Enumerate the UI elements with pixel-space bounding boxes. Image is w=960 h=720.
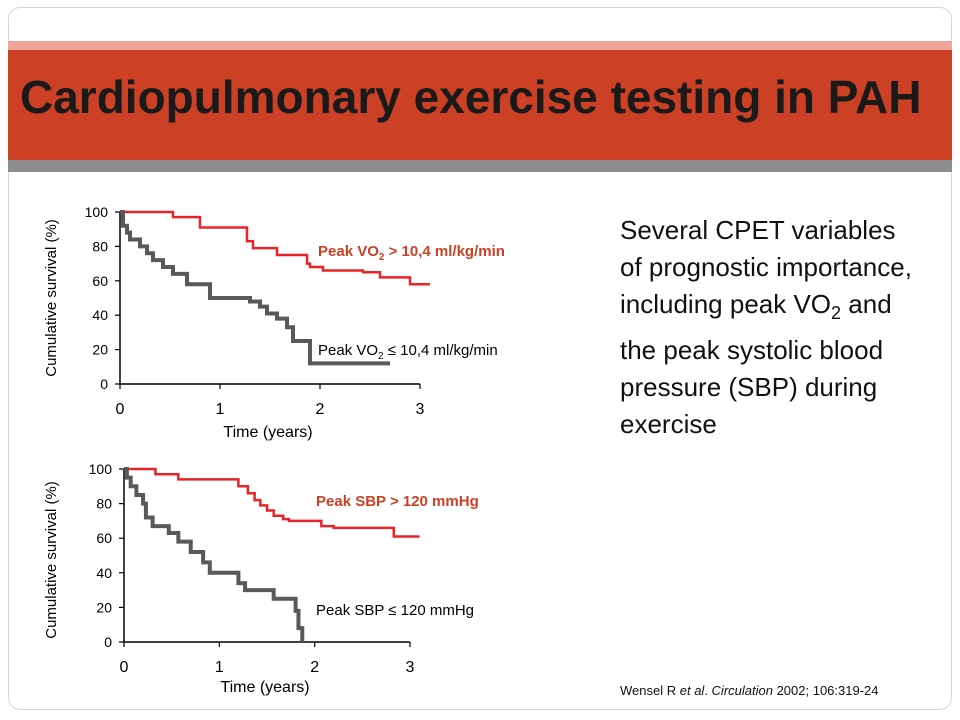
series-label-1: Peak VO2 > 10,4 ml/kg/min — [318, 243, 505, 263]
series-label-rest: ≤ 10,4 ml/kg/min — [384, 342, 498, 359]
summary-line-1: Several CPET variables of prognostic imp… — [620, 215, 912, 319]
y-tick-label: 100 — [85, 204, 109, 220]
citation-authors: Wensel R — [620, 683, 680, 698]
y-tick-label: 80 — [96, 496, 112, 512]
citation-etal: et al — [679, 683, 705, 698]
series-label-2: Peak SBP ≤ 120 mmHg — [316, 602, 474, 619]
summary-line-2: and the peak systolic blood pressure (SB… — [620, 289, 892, 440]
chart-1: 0 20 40 60 80 100 0 1 2 3 Cumulative survival (%) T… — [43, 204, 505, 441]
x-tick-label: 3 — [406, 659, 415, 676]
x-tick-label: 0 — [116, 401, 125, 418]
citation-sep: . — [704, 683, 712, 698]
title-band — [8, 50, 952, 160]
series-label-text: Peak VO — [318, 342, 378, 359]
x-axis-label: Time (years) — [220, 679, 309, 696]
y-tick-label: 0 — [104, 634, 112, 650]
citation-rest: 2002; 106:319-24 — [772, 683, 879, 698]
series-label-text: Peak VO — [318, 243, 379, 260]
y-axis-label: Cumulative survival (%) — [43, 481, 60, 639]
y-tick-label: 100 — [89, 461, 113, 477]
x-tick-label: 0 — [120, 659, 129, 676]
series-label-rest: > 10,4 ml/kg/min — [384, 243, 504, 260]
series-line-2 — [124, 467, 305, 642]
x-tick-label: 2 — [310, 659, 319, 676]
x-tick-label: 3 — [416, 401, 425, 418]
summary-subscript: 2 — [831, 303, 842, 324]
y-axis-label: Cumulative survival (%) — [43, 219, 60, 377]
citation: Wensel R et al. Circulation 2002; 106:31… — [620, 683, 879, 698]
y-tick-label: 20 — [96, 599, 112, 615]
y-tick-label: 40 — [92, 307, 108, 323]
series-line-2 — [120, 210, 390, 366]
x-tick-label: 1 — [216, 401, 225, 418]
series-label-subscript: 2 — [378, 351, 384, 362]
series-line-1 — [124, 467, 420, 538]
x-axis-label: Time (years) — [223, 424, 312, 441]
y-tick-label: 60 — [92, 273, 108, 289]
series-label-1: Peak SBP > 120 mmHg — [316, 493, 479, 510]
title-band-highlight — [8, 41, 952, 50]
title-band-shadow — [8, 160, 952, 172]
slide-title: Cardiopulmonary exercise testing in PAH — [20, 71, 922, 123]
y-tick-label: 60 — [96, 530, 112, 546]
y-tick-label: 0 — [100, 376, 108, 392]
y-tick-label: 40 — [96, 565, 112, 581]
chart-2: 0 20 40 60 80 100 0 1 2 3 Cumulative survival (%) T… — [43, 461, 479, 696]
summary-text: Several CPET variables of prognostic imp… — [620, 212, 920, 443]
y-tick-label: 80 — [92, 238, 108, 254]
series-label-subscript: 2 — [379, 252, 385, 263]
citation-journal: Circulation — [711, 683, 773, 698]
x-tick-label: 2 — [316, 401, 325, 418]
y-tick-label: 20 — [92, 342, 108, 358]
series-label-text: Peak SBP > 120 mmHg — [316, 493, 479, 510]
series-line-1 — [120, 210, 430, 286]
x-tick-label: 1 — [215, 659, 224, 676]
series-label-text: Peak SBP ≤ 120 mmHg — [316, 602, 474, 619]
series-label-2: Peak VO2 ≤ 10,4 ml/kg/min — [318, 342, 498, 362]
